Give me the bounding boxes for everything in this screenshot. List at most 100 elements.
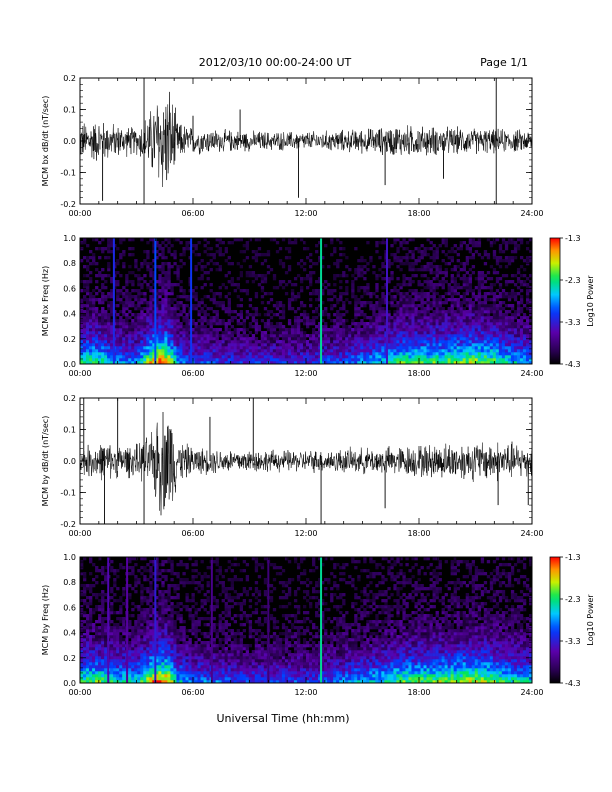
spectrogram-cell <box>420 331 424 335</box>
spectrogram-cell <box>251 316 256 320</box>
spectrogram-cell <box>281 325 286 329</box>
spectrogram-cell <box>257 346 262 350</box>
spectrogram-cell <box>396 319 400 323</box>
spectrogram-cell <box>257 238 262 242</box>
spectrogram-cell <box>429 268 433 272</box>
spectrogram-cell <box>233 328 237 332</box>
spectrogram-cell <box>80 572 84 576</box>
spectrogram-cell <box>227 340 231 344</box>
spectrogram-cell <box>119 316 123 320</box>
spectrogram-cell <box>477 358 482 362</box>
spectrogram-cell <box>86 668 90 672</box>
spectrogram-cell <box>182 262 186 266</box>
spectrogram-cell <box>134 671 138 675</box>
spectrogram-cell <box>131 572 135 576</box>
spectrogram-cell <box>197 358 201 362</box>
spectrogram-cell <box>399 319 403 323</box>
spectrogram-cell <box>468 307 473 311</box>
spectrogram-cell <box>254 319 259 323</box>
spectrogram-cell <box>272 340 277 344</box>
spectrogram-cell <box>173 304 177 308</box>
spectrogram-cell <box>465 325 470 329</box>
spectrogram-cell <box>519 310 524 314</box>
spectrogram-cell <box>309 280 313 284</box>
spectrogram-cell <box>396 313 400 317</box>
spectrogram-cell <box>423 328 427 332</box>
spectrogram-cell <box>218 301 222 305</box>
spectrogram-cell <box>95 665 99 669</box>
spectrogram-cell <box>143 313 147 317</box>
spectrogram-cell <box>375 250 379 254</box>
spectrogram-cell <box>399 331 403 335</box>
spectrogram-cell <box>426 331 430 335</box>
spectrogram-cell <box>116 271 120 275</box>
spectrogram-cell <box>318 322 322 326</box>
spectrogram-cell <box>251 319 256 323</box>
spectrogram-cell <box>501 340 506 344</box>
spectrogram-cell <box>224 259 228 263</box>
spectrogram-cell <box>152 331 156 335</box>
spectrogram-cell <box>408 346 412 350</box>
spectrogram-cell <box>167 286 171 290</box>
spectrogram-cell <box>513 310 518 314</box>
spectrogram-cell <box>83 280 87 284</box>
spectrogram-cell <box>471 361 476 365</box>
spectrogram-cell <box>408 304 412 308</box>
spectrogram-cell <box>321 313 325 317</box>
spectrogram-cell <box>185 352 189 356</box>
spectrogram-cell <box>432 340 436 344</box>
spectrogram-cell <box>441 316 445 320</box>
spectrogram-cell <box>477 238 482 242</box>
spectrogram-cell <box>95 322 99 326</box>
spectrogram-cell <box>128 361 132 365</box>
spectrogram-cell <box>92 238 96 242</box>
spectrogram-cell <box>119 662 123 666</box>
spectrogram-cell <box>498 295 503 299</box>
spectrogram-cell <box>444 358 448 362</box>
spectrogram-cell <box>525 256 530 260</box>
spectrogram-cell <box>402 307 406 311</box>
spectrogram-cell <box>420 349 424 353</box>
spectrogram-cell <box>119 656 123 660</box>
spectrogram-cell <box>83 331 87 335</box>
spectrogram-cell <box>447 313 451 317</box>
spectrogram-cell <box>468 283 473 287</box>
spectrogram-cell <box>209 322 213 326</box>
spectrogram-cell <box>227 310 231 314</box>
spectrogram-cell <box>333 331 337 335</box>
spectrogram-cell <box>327 316 331 320</box>
spectrogram-cell <box>450 349 454 353</box>
spectrogram-cell <box>212 340 216 344</box>
spectrogram-cell <box>101 569 105 573</box>
spectrogram-cell <box>462 340 466 344</box>
spectrogram-cell <box>272 325 277 329</box>
spectrogram-cell <box>224 331 228 335</box>
spectrogram-cell <box>462 337 466 341</box>
spectrogram-cell <box>375 331 379 335</box>
spectrogram-cell <box>287 331 292 335</box>
spectrogram-cell <box>119 346 123 350</box>
spectrogram-cell <box>501 319 506 323</box>
spectrogram-cell <box>122 346 126 350</box>
spectrogram-cell <box>140 644 144 648</box>
spectrogram-cell <box>363 271 367 275</box>
spectrogram-cell <box>176 304 180 308</box>
spectrogram-cell <box>492 241 497 245</box>
spectrogram-cell <box>161 319 165 323</box>
spectrogram-cell <box>489 283 494 287</box>
spectrogram-cell <box>86 304 90 308</box>
spectrogram-cell <box>492 295 497 299</box>
spectrogram-cell <box>465 304 470 308</box>
spectrogram-cell <box>200 355 204 359</box>
spectrogram-cell <box>122 328 126 332</box>
spectrogram-cell <box>315 262 319 266</box>
spectrogram-cell <box>438 265 442 269</box>
spectrogram-cell <box>315 358 319 362</box>
spectrogram-cell <box>167 349 171 353</box>
spectrogram-cell <box>263 349 268 353</box>
spectrogram-cell <box>98 355 102 359</box>
spectrogram-cell <box>122 659 126 663</box>
spectrogram-cell <box>501 346 506 350</box>
spectrogram-cell <box>429 343 433 347</box>
spectrogram-cell <box>215 310 219 314</box>
